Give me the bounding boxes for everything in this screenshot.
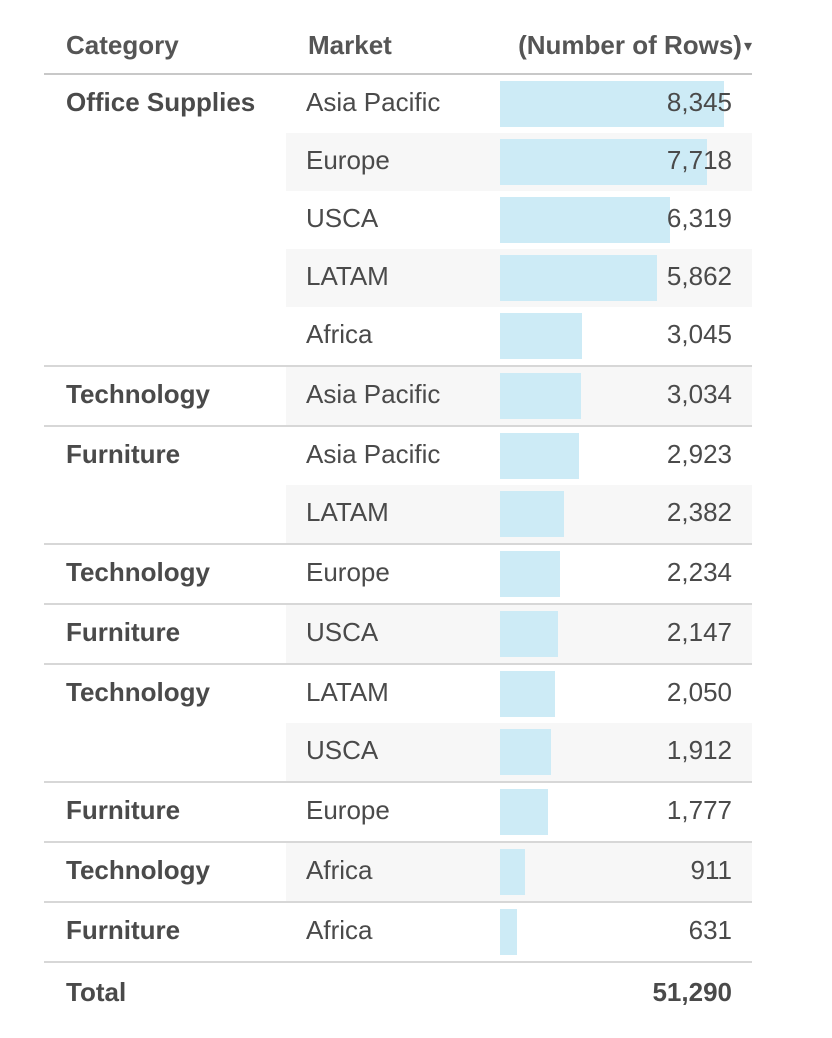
table-row: Africa 911 [286,843,752,901]
table-row: LATAM 2,382 [286,485,752,543]
category-label: Furniture [66,795,181,825]
table-row: Europe 7,718 [286,133,752,191]
value-bar [500,789,548,835]
table-header: Category Market (Number of Rows) ▾ [44,18,752,75]
column-header-number-of-rows-label: (Number of Rows) [518,30,742,60]
table-row: LATAM 5,862 [286,249,752,307]
market-label: Europe [306,557,390,587]
table-row: Africa 3,045 [286,307,752,365]
market-label: Asia Pacific [306,379,441,409]
value-bar [500,81,724,127]
data-table: Category Market (Number of Rows) ▾ Office… [44,18,752,1021]
value-label: 2,050 [666,677,732,707]
value-bar [500,373,582,419]
table-row: Africa 631 [286,903,752,961]
category-label: Technology [66,855,210,885]
value-bar [500,491,564,537]
value-label: 911 [690,855,732,885]
table-row: Europe 2,234 [286,545,752,603]
total-row: Total 51,290 [44,963,752,1021]
column-header-category[interactable]: Category [66,30,179,60]
category-group: Furniture Asia Pacific 2,923 LATAM 2,382 [44,427,752,545]
value-bar [500,255,658,301]
market-label: USCA [306,617,379,647]
table-body: Office Supplies Asia Pacific 8,345 Europe 7,… [44,75,752,963]
value-label: 3,045 [666,319,732,349]
market-label: USCA [306,735,379,765]
market-label: Africa [306,915,373,945]
category-label: Furniture [66,439,181,469]
market-label: Asia Pacific [306,87,441,117]
category-group: Furniture Europe 1,777 [44,783,752,843]
sort-descending-icon[interactable]: ▾ [743,38,752,55]
category-group: Technology Africa 911 [44,843,752,903]
column-header-number-of-rows[interactable]: (Number of Rows) ▾ [518,30,752,61]
value-bar [500,849,525,895]
category-group: Technology LATAM 2,050 USCA 1,912 [44,665,752,783]
category-group: Technology Europe 2,234 [44,545,752,605]
table-row: USCA 2,147 [286,605,752,663]
market-label: USCA [306,203,379,233]
market-label: LATAM [306,261,389,291]
category-group: Office Supplies Asia Pacific 8,345 Europe 7,… [44,75,752,367]
table-row: USCA 1,912 [286,723,752,781]
category-group: Technology Asia Pacific 3,034 [44,367,752,427]
market-label: Europe [306,795,390,825]
value-bar [500,551,560,597]
value-bar [500,671,555,717]
value-label: 1,912 [666,735,732,765]
value-label: 8,345 [666,87,732,117]
value-bar [500,611,558,657]
total-value: 51,290 [652,977,732,1007]
table-row: USCA 6,319 [286,191,752,249]
category-label: Furniture [66,617,181,647]
market-label: Asia Pacific [306,439,441,469]
category-label: Technology [66,557,210,587]
value-label: 7,718 [666,145,732,175]
category-label: Office Supplies [66,87,256,117]
market-label: Africa [306,855,373,885]
value-label: 5,862 [666,261,732,291]
table-row: LATAM 2,050 [286,665,752,723]
category-label: Technology [66,677,210,707]
total-label: Total [66,977,127,1007]
value-label: 2,382 [666,497,732,527]
category-label: Furniture [66,915,181,945]
value-label: 1,777 [666,795,732,825]
market-label: Africa [306,319,373,349]
category-group: Furniture Africa 631 [44,903,752,963]
value-label: 2,923 [666,439,732,469]
market-label: Europe [306,145,390,175]
category-label: Technology [66,379,210,409]
value-bar [500,729,552,775]
table-row: Asia Pacific 8,345 [286,75,752,133]
value-bar [500,313,582,359]
table-row: Europe 1,777 [286,783,752,841]
value-label: 3,034 [666,379,732,409]
value-bar [500,433,579,479]
category-group: Furniture USCA 2,147 [44,605,752,665]
table-row: Asia Pacific 3,034 [286,367,752,425]
value-label: 631 [688,915,732,945]
value-label: 6,319 [666,203,732,233]
value-bar [500,909,517,955]
table-row: Asia Pacific 2,923 [286,427,752,485]
market-label: LATAM [306,677,389,707]
value-label: 2,234 [666,557,732,587]
market-label: LATAM [306,497,389,527]
value-bar [500,197,670,243]
value-label: 2,147 [666,617,732,647]
column-header-market[interactable]: Market [308,30,392,60]
value-bar [500,139,708,185]
